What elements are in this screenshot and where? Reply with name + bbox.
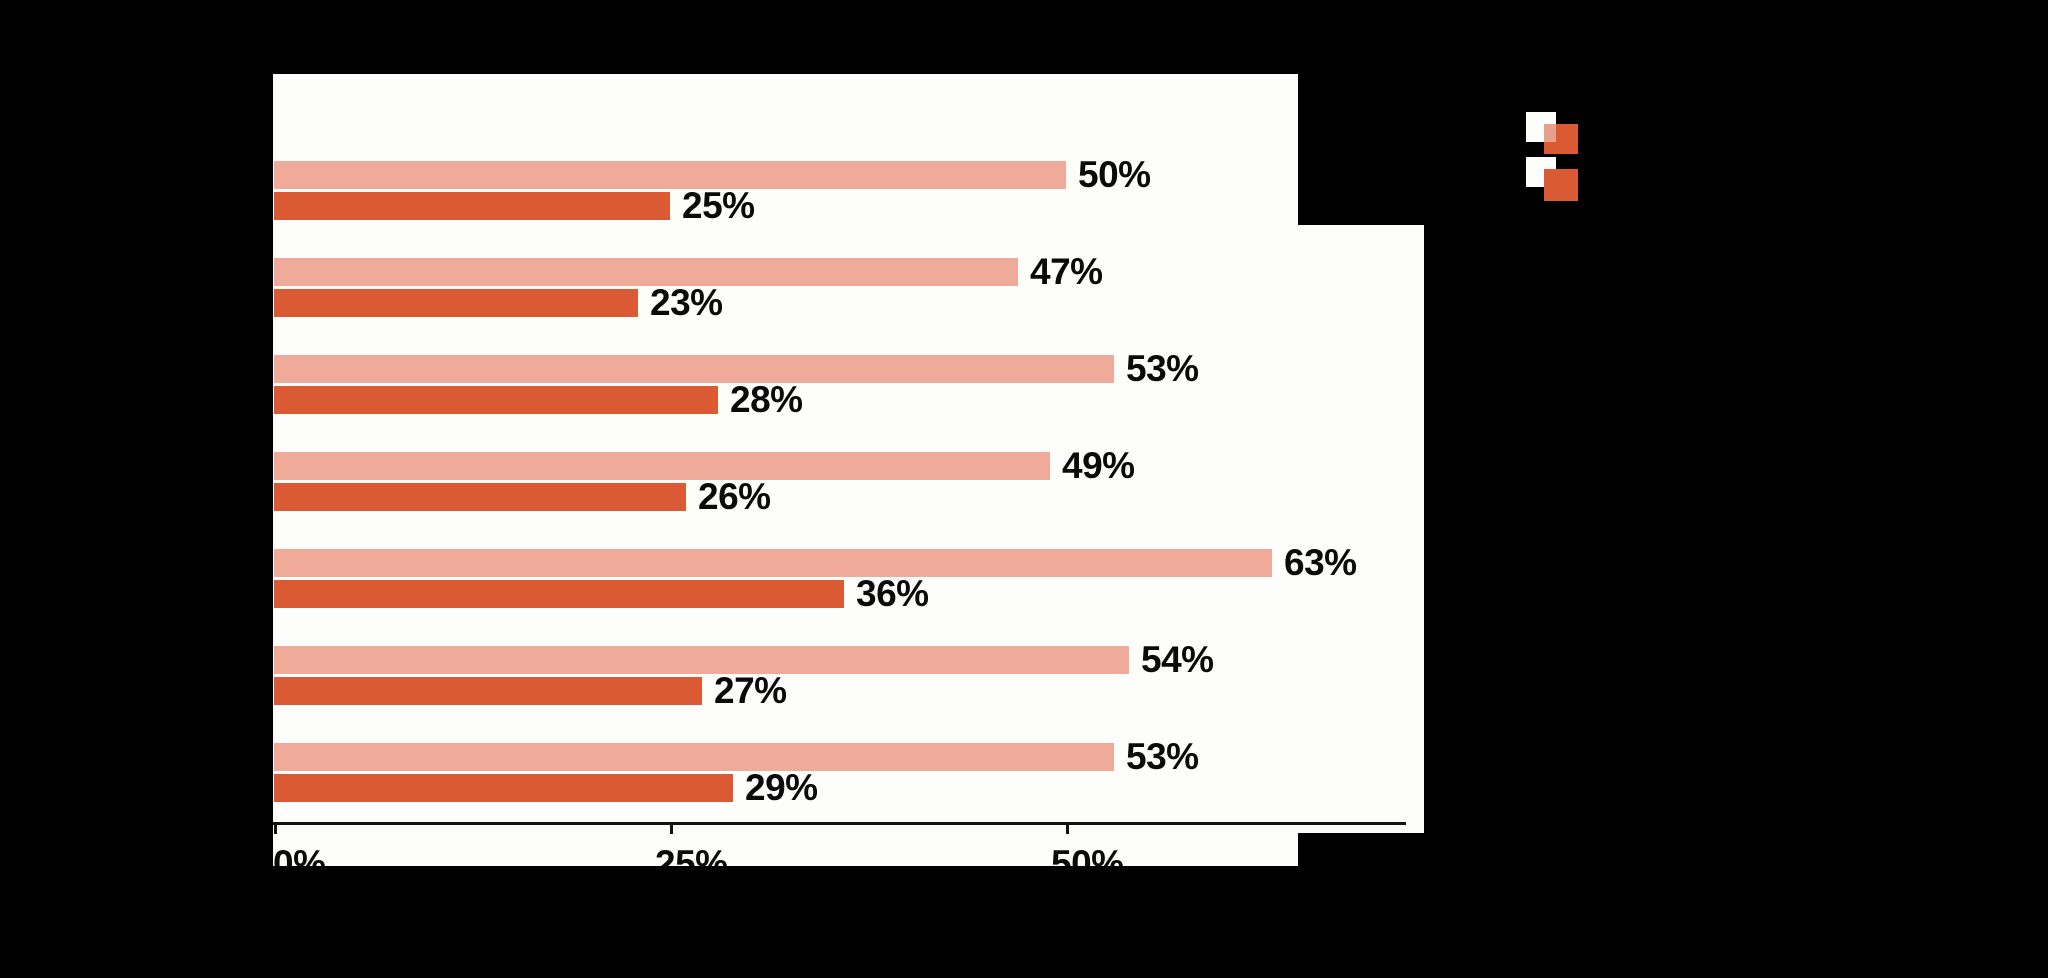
bar-value-label: 63% xyxy=(1284,542,1357,583)
legend-swatch-overlap xyxy=(1544,124,1556,142)
bar-value-label: 36% xyxy=(856,573,929,614)
bar-value-label: 50% xyxy=(1078,154,1151,195)
x-axis-tick xyxy=(274,825,277,834)
bar-light xyxy=(274,743,1114,771)
bar-light xyxy=(274,355,1114,383)
bar-value-label: 28% xyxy=(730,379,803,420)
legend-item-light xyxy=(1526,112,1586,157)
x-axis-tick xyxy=(1066,825,1069,834)
bar-value-label: 23% xyxy=(650,282,723,323)
bar-dark xyxy=(274,386,718,414)
bar-value-label: 25% xyxy=(682,185,755,226)
bar-dark xyxy=(274,774,733,802)
bar-light xyxy=(274,452,1050,480)
legend-swatch-color xyxy=(1544,124,1578,154)
bar-value-label: 49% xyxy=(1062,445,1135,486)
bar-dark xyxy=(274,677,702,705)
bar-light xyxy=(274,646,1129,674)
legend-swatch-dark-icon xyxy=(1526,157,1580,202)
bar-value-label: 29% xyxy=(745,767,818,808)
bar-value-label: 27% xyxy=(714,670,787,711)
chart-card-extension xyxy=(273,225,1424,833)
bar-value-label: 26% xyxy=(698,476,771,517)
x-axis-line xyxy=(273,822,1406,825)
bar-light xyxy=(274,161,1066,189)
plot-area: 50% 25% 47% 23% 53% 28% 49% 26% 63% 36% 54% 27% 53% 2… xyxy=(273,74,1433,978)
bar-light xyxy=(274,258,1018,286)
bar-value-label: 47% xyxy=(1030,251,1103,292)
bar-value-label: 53% xyxy=(1126,348,1199,389)
x-axis-tick-label: 50% xyxy=(1051,843,1124,866)
x-axis-tick-label: 25% xyxy=(655,843,728,866)
bar-value-label: 53% xyxy=(1126,736,1199,777)
x-axis-tick xyxy=(670,825,673,834)
legend-item-dark xyxy=(1526,157,1586,202)
bar-dark xyxy=(274,483,686,511)
bar-value-label: 54% xyxy=(1141,639,1214,680)
bar-dark xyxy=(274,192,670,220)
legend xyxy=(1526,112,1686,212)
legend-swatch-color xyxy=(1544,169,1578,201)
x-axis-tick-label: 0% xyxy=(273,843,326,866)
bar-dark xyxy=(274,580,844,608)
legend-swatch-light-icon xyxy=(1526,112,1580,157)
bar-light xyxy=(274,549,1272,577)
bar-dark xyxy=(274,289,638,317)
